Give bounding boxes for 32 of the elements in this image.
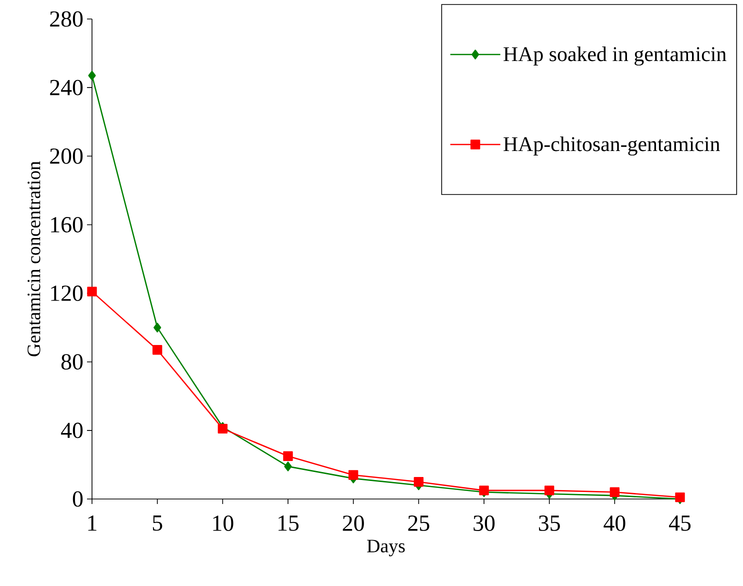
legend-label: HAp soaked in gentamicin [504,46,726,66]
y-tick-label: 80 [61,354,83,370]
point [283,451,293,461]
y-tick-label: 120 [51,286,83,302]
x-tick-label: 20 [342,516,364,531]
x-tick-label: 35 [538,516,560,531]
y-tick-label: 40 [61,422,83,438]
x-axis-title: Days [367,540,405,556]
x-tick-label: 40 [604,516,626,531]
y-tick-label: 160 [51,216,83,232]
point [154,322,162,332]
y-axis-title: Gentamicin concentration [28,161,40,356]
point [152,345,162,355]
point [284,462,292,472]
point [414,477,424,487]
y-tick-label: 200 [50,148,83,164]
x-tick-label: 25 [408,516,430,531]
point [544,486,554,496]
point [88,70,96,80]
point [87,286,97,296]
y-tick-label: 0 [72,491,83,507]
x-tick-label: 10 [213,516,234,531]
x-tick-label: 15 [278,516,299,531]
legend-label: HAp-chitosan-gentamicin [504,136,720,156]
x-tick-label: 5 [152,516,162,531]
x-tick-label: 45 [669,516,691,531]
x-tick-label: 1 [88,516,96,531]
point [610,487,620,497]
y-tick-label: 240 [50,80,83,96]
y-tick-label: 280 [50,11,83,27]
x-tick-label: 30 [474,516,495,531]
point [348,470,358,480]
